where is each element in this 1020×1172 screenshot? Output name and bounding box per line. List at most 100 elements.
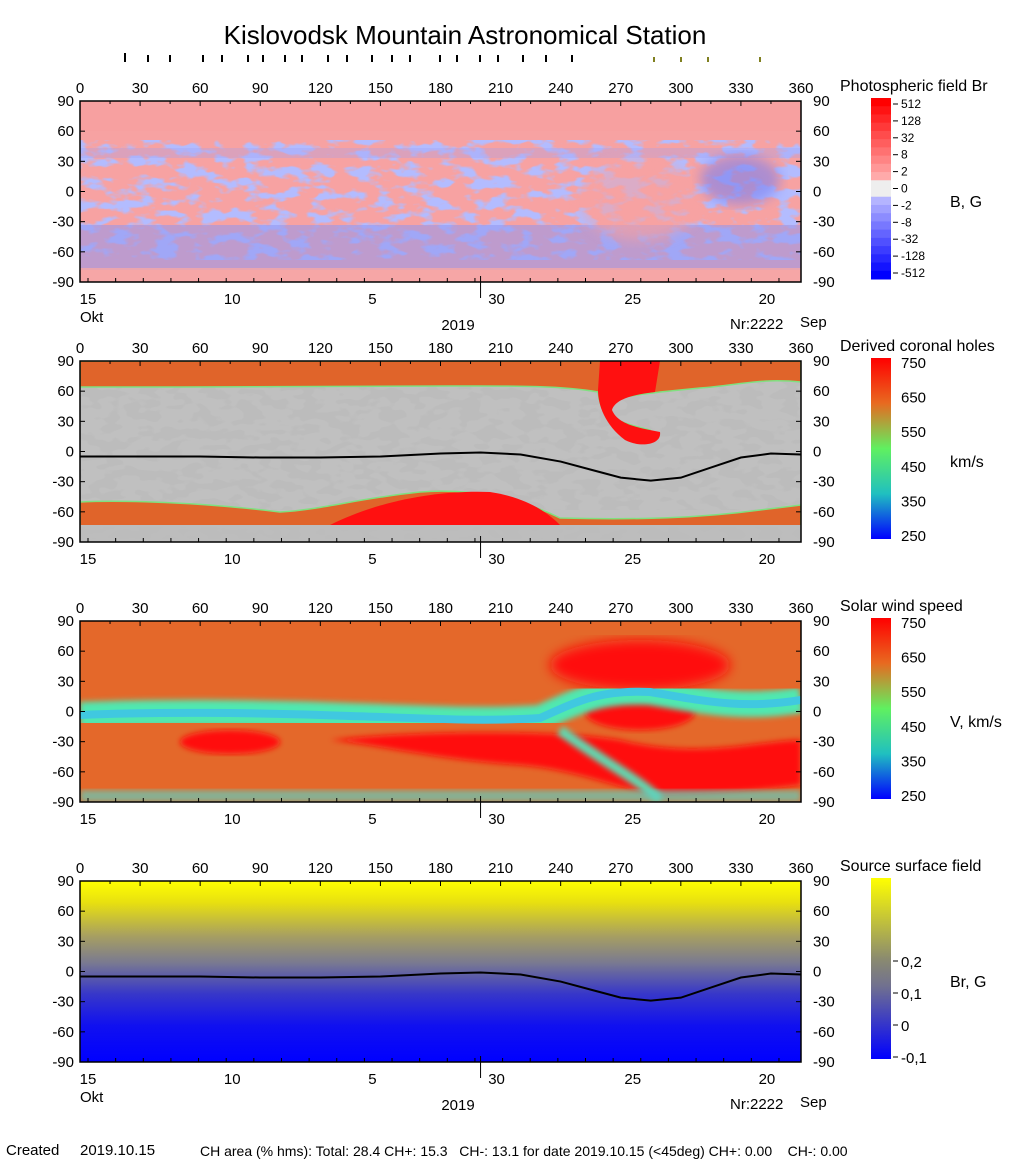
y-tick-label-right: 60 (813, 903, 830, 920)
colorbar-step (871, 130, 891, 140)
colorbar-label: -0,1 (901, 1050, 927, 1067)
colorbar-label: 650 (901, 650, 926, 667)
y-tick-label-left: -90 (52, 1054, 74, 1071)
y-tick-label-left: 60 (57, 383, 74, 400)
y-tick-label-left: -60 (52, 504, 74, 521)
y-tick-label-left: -90 (52, 534, 74, 551)
x-tick-label: 270 (608, 860, 633, 877)
colorbar-label: -512 (901, 266, 925, 280)
year-label: 2019 (441, 1097, 474, 1114)
colorbar-label: 650 (901, 390, 926, 407)
x-tick-label: 300 (668, 340, 693, 357)
month-left-label: Okt (80, 1089, 104, 1106)
colorbar-label: 0,1 (901, 986, 922, 1003)
date-tick-label: 5 (368, 811, 376, 828)
x-tick-label: 180 (428, 600, 453, 617)
x-tick-label: 240 (548, 80, 573, 97)
date-tick-label: 10 (224, 551, 241, 568)
x-tick-label: 240 (548, 600, 573, 617)
x-tick-label: 180 (428, 860, 453, 877)
date-tick-label: 10 (224, 811, 241, 828)
x-tick-label: 360 (788, 80, 813, 97)
y-tick-label-left: 0 (66, 184, 74, 201)
colorbar-label: 0 (901, 182, 908, 196)
x-tick-label: 210 (488, 80, 513, 97)
y-tick-label-left: 60 (57, 643, 74, 660)
colorbar-gradient (871, 358, 891, 539)
unit-label: km/s (950, 454, 984, 471)
y-tick-label-left: 30 (57, 153, 74, 170)
colorbar-step (871, 204, 891, 214)
x-tick-label: 300 (668, 860, 693, 877)
y-tick-label-right: -60 (813, 1024, 835, 1041)
colorbar-label: 2 (901, 165, 908, 179)
x-tick-label: 180 (428, 340, 453, 357)
y-tick-label-left: 0 (66, 704, 74, 721)
colorbar-step (871, 114, 891, 124)
colorbar-gradient (871, 878, 891, 1059)
x-tick-label: 360 (788, 340, 813, 357)
colorbar-label: 350 (901, 493, 926, 510)
y-tick-label-left: 0 (66, 964, 74, 981)
x-tick-label: 60 (192, 80, 209, 97)
date-tick-label: 25 (624, 291, 641, 308)
colorbar-step (871, 155, 891, 165)
date-tick-label: 15 (80, 551, 97, 568)
y-tick-label-right: -90 (813, 534, 835, 551)
x-tick-label: 120 (308, 80, 333, 97)
y-tick-label-right: 30 (813, 153, 830, 170)
x-tick-label: 210 (488, 860, 513, 877)
month-right-label: Sep (800, 1094, 827, 1111)
y-tick-label-left: 30 (57, 413, 74, 430)
x-tick-label: 0 (76, 860, 84, 877)
colorbar-step (871, 221, 891, 231)
y-tick-label-right: 0 (813, 184, 821, 201)
date-tick-label: 25 (624, 551, 641, 568)
colorbar-step (871, 196, 891, 206)
colorbar-step (871, 163, 891, 173)
y-tick-label-left: -60 (52, 244, 74, 261)
y-tick-label-right: 60 (813, 383, 830, 400)
date-tick-label: 5 (368, 1071, 376, 1088)
y-tick-label-right: -60 (813, 764, 835, 781)
date-tick-label: 15 (80, 1071, 97, 1088)
y-tick-label-right: 0 (813, 704, 821, 721)
colorbar-4: Source surface field Br, G 0,2 0,1 0 -0,1 (840, 858, 986, 1067)
date-tick-label: 20 (759, 291, 776, 308)
x-tick-label: 330 (728, 600, 753, 617)
x-tick-label: 150 (368, 340, 393, 357)
y-tick-label-left: 90 (57, 613, 74, 630)
x-tick-label: 180 (428, 80, 453, 97)
colorbar-step (871, 106, 891, 115)
colorbar-step (871, 213, 891, 222)
x-tick-label: 300 (668, 600, 693, 617)
y-tick-label-right: 90 (813, 873, 830, 890)
x-tick-label: 30 (132, 600, 149, 617)
colorbar-label: 128 (901, 114, 921, 128)
year-label: 2019 (441, 317, 474, 334)
y-tick-label-left: 0 (66, 444, 74, 461)
colorbar-step (871, 122, 891, 132)
date-tick-label: 15 (80, 811, 97, 828)
created-date: 2019.10.15 (80, 1142, 156, 1159)
x-tick-label: 60 (192, 340, 209, 357)
y-tick-label-left: 90 (57, 873, 74, 890)
y-tick-label-left: -60 (52, 1024, 74, 1041)
x-tick-label: 270 (608, 600, 633, 617)
colorbar-label: 350 (901, 753, 926, 770)
y-tick-label-left: 60 (57, 123, 74, 140)
ch-area-summary: CH area (% hms): Total: 28.4 CH+: 15.3 C… (200, 1143, 848, 1159)
created-label: Created (6, 1142, 60, 1159)
y-tick-label-right: 0 (813, 964, 821, 981)
y-tick-label-left: -60 (52, 764, 74, 781)
y-tick-label-right: 90 (813, 353, 830, 370)
y-tick-label-right: 60 (813, 123, 830, 140)
y-tick-label-right: -30 (813, 734, 835, 751)
y-tick-label-right: 30 (813, 933, 830, 950)
colorbar-3: Solar wind speed V, km/s 750 650 550 450 350 25… (840, 598, 1002, 805)
colorbar-step (871, 147, 891, 157)
y-tick-label-left: 90 (57, 93, 74, 110)
y-tick-label-right: -30 (813, 214, 835, 231)
